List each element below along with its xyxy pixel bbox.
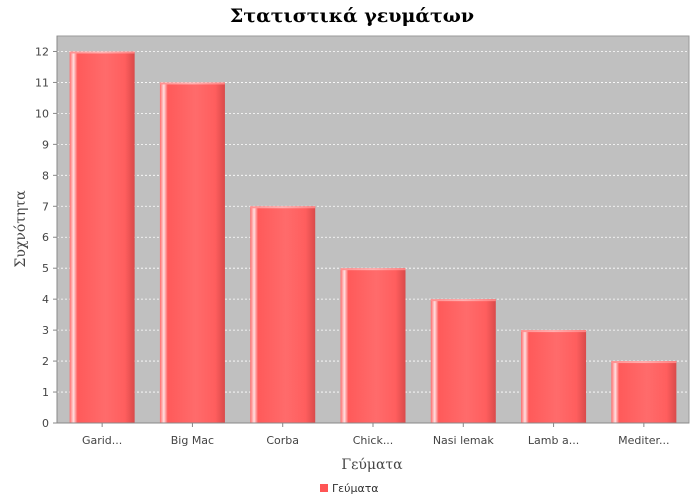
- y-tick-label: 9: [42, 138, 49, 151]
- y-tick-label: 7: [42, 200, 49, 213]
- x-tick-label: Mediter...: [618, 434, 669, 447]
- y-tick-label: 0: [42, 417, 49, 430]
- y-tick-label: 3: [42, 324, 49, 337]
- bar: [430, 299, 496, 423]
- bar-top: [611, 361, 677, 364]
- y-tick-label: 8: [42, 169, 49, 182]
- bar-top: [521, 330, 587, 333]
- y-tick-label: 5: [42, 262, 49, 275]
- bar: [69, 51, 135, 423]
- bars: [69, 51, 677, 423]
- x-tick-label: Lamb a...: [528, 434, 579, 447]
- bar-top: [69, 51, 135, 54]
- y-tick-label: 12: [35, 45, 49, 58]
- bar: [521, 330, 587, 423]
- bar: [340, 268, 406, 423]
- x-tick-label: Big Mac: [171, 434, 214, 447]
- chart-title: Στατιστικά γευμάτων: [230, 5, 474, 27]
- legend: Γεύματα: [320, 482, 379, 495]
- bar: [250, 206, 316, 423]
- legend-label: Γεύματα: [332, 482, 379, 495]
- bar-top: [430, 299, 496, 302]
- y-tick-label: 11: [35, 76, 49, 89]
- legend-swatch: [320, 484, 328, 492]
- y-tick-label: 6: [42, 231, 49, 244]
- x-tick-label: Garid...: [82, 434, 122, 447]
- x-axis-ticks: Garid... Big Mac Corba Chick... Nasi lemak La…: [82, 423, 670, 447]
- x-axis-label: Γεύματα: [341, 457, 403, 473]
- x-tick-label: Corba: [266, 434, 299, 447]
- y-tick-label: 1: [42, 386, 49, 399]
- x-tick-label: Chick...: [353, 434, 394, 447]
- x-tick-label: Nasi lemak: [433, 434, 495, 447]
- bar-top: [250, 206, 316, 209]
- y-axis-label: Συχνότητα: [13, 190, 29, 268]
- bar-top: [159, 82, 225, 85]
- y-tick-label: 10: [35, 107, 49, 120]
- bar-top: [340, 268, 406, 271]
- y-tick-label: 2: [42, 355, 49, 368]
- bar: [611, 361, 677, 423]
- y-tick-label: 4: [42, 293, 49, 306]
- bar: [159, 82, 225, 423]
